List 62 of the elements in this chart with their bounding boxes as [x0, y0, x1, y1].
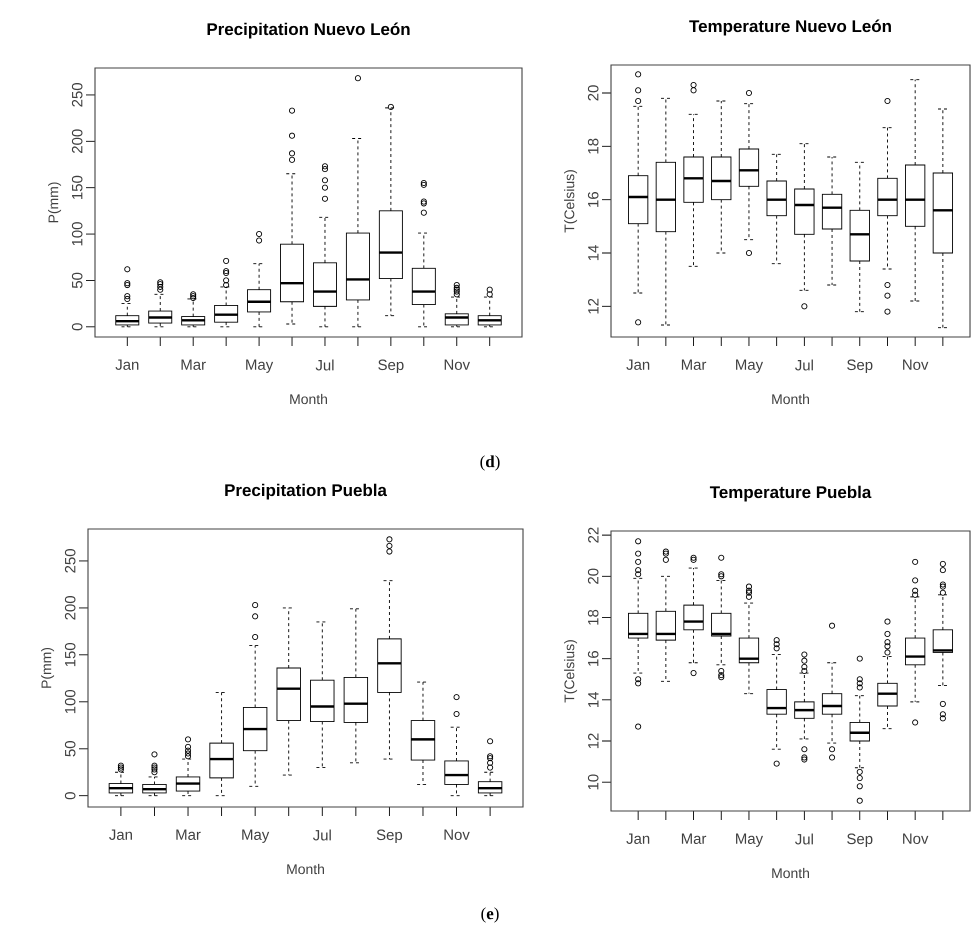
x-tick-label: Jul — [795, 360, 813, 370]
x-tick-label: Jan — [109, 830, 132, 840]
x-tick-label: Jan — [626, 360, 650, 370]
x-tick-label: Mar — [182, 360, 206, 370]
y-tick-label: 100 — [64, 690, 76, 714]
x-tick-label: May — [246, 360, 274, 373]
x-tick-label: Jan — [626, 834, 650, 844]
y-tick-label: 200 — [72, 129, 82, 153]
y-tick-label: 20 — [588, 568, 598, 584]
y-tick-label: 250 — [72, 83, 82, 107]
chart-title: Temperature Nuevo León — [689, 20, 891, 36]
x-tick-label: Mar — [176, 830, 201, 840]
y-tick-label: 16 — [588, 650, 598, 666]
y-tick-label: 150 — [64, 642, 76, 666]
y-tick-label: 12 — [588, 298, 598, 314]
text: (e) — [481, 907, 499, 923]
chart-title: Temperature Puebla — [710, 486, 872, 502]
x-tick-label: Jul — [795, 834, 813, 844]
y-tick-label: 0 — [64, 792, 76, 800]
y-tick-label: 50 — [72, 272, 82, 288]
x-axis-title: Month — [287, 864, 324, 874]
y-tick-label: 20 — [588, 85, 598, 101]
x-tick-label: Nov — [444, 360, 470, 370]
y-tick-label: 14 — [588, 245, 598, 260]
x-axis-title: Month — [772, 868, 809, 878]
y-tick-label: 0 — [72, 323, 82, 330]
x-axis-title: Month — [772, 394, 809, 404]
y-tick-label: 22 — [588, 528, 598, 543]
x-tick-label: Jul — [316, 360, 334, 370]
x-tick-label: Nov — [903, 834, 928, 844]
x-tick-label: Mar — [682, 360, 706, 370]
y-tick-label: 250 — [64, 549, 76, 573]
x-tick-label: Jul — [312, 830, 331, 840]
y-axis-title: T(Celsius) — [564, 170, 578, 232]
chart-title: Precipitation Nuevo León — [208, 22, 410, 38]
y-tick-label: 50 — [64, 741, 76, 756]
x-tick-label: Jan — [115, 360, 138, 370]
x-tick-label: Nov — [444, 830, 470, 840]
y-axis-title: T(Celsius) — [564, 640, 578, 702]
x-tick-label: Sep — [847, 360, 872, 374]
y-tick-label: 200 — [64, 596, 76, 620]
x-tick-label: Sep — [847, 834, 872, 848]
y-tick-label: 14 — [588, 692, 598, 707]
x-axis-title: Month — [290, 394, 327, 404]
y-tick-label: 18 — [588, 610, 598, 625]
y-axis-title: P(mm) — [48, 182, 62, 222]
y-tick-label: 12 — [588, 733, 598, 748]
text: (d) — [480, 455, 500, 471]
y-tick-label: 10 — [588, 774, 598, 790]
y-tick-label: 18 — [588, 138, 598, 154]
x-tick-label: Sep — [378, 360, 404, 374]
x-tick-label: May — [242, 830, 270, 843]
x-tick-label: Sep — [376, 830, 402, 844]
chart-title: Precipitation Puebla — [225, 484, 388, 500]
x-tick-label: Nov — [903, 360, 928, 370]
y-tick-label: 16 — [588, 192, 598, 207]
y-tick-label: 100 — [72, 222, 82, 246]
x-tick-label: Mar — [682, 834, 706, 844]
y-tick-label: 150 — [72, 176, 82, 199]
x-tick-label: May — [736, 360, 764, 373]
x-tick-label: May — [736, 834, 764, 847]
y-axis-title: P(mm) — [41, 648, 54, 688]
